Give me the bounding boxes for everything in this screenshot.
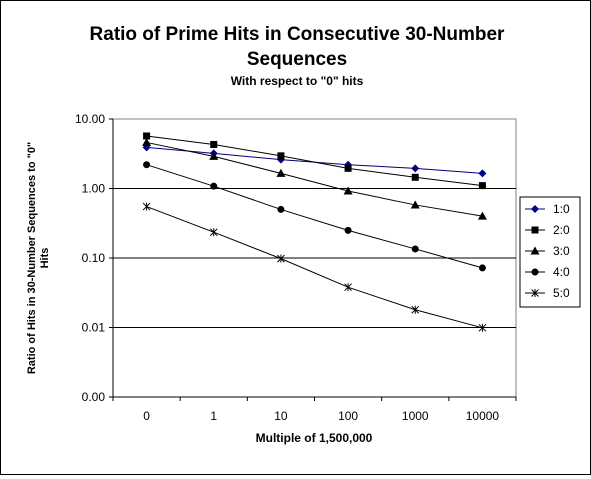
data-point-marker	[531, 226, 539, 234]
series-3-0	[142, 137, 487, 220]
chart-title-line-1: Ratio of Prime Hits in Consecutive 30-Nu…	[90, 24, 506, 45]
x-axis-ticks: 0 1 10 100 1000 10000	[112, 396, 517, 423]
legend-label: 2:0	[553, 223, 570, 237]
data-point-marker	[209, 228, 218, 237]
x-tick-label: 100	[338, 409, 358, 423]
chart-title-line-2: Sequences	[247, 49, 347, 70]
y-axis-ticks: 10.00 1.00 0.10 0.01 0.00	[75, 112, 114, 404]
data-point-marker	[530, 246, 540, 255]
data-point-marker	[209, 151, 219, 160]
x-tick-label: 10000	[466, 409, 500, 423]
x-tick-label: 1000	[402, 409, 429, 423]
data-point-marker	[477, 211, 487, 220]
data-point-marker	[344, 164, 352, 172]
y-tick-label: 0.10	[82, 251, 106, 265]
x-tick-label: 1	[210, 409, 217, 423]
data-point-marker	[531, 268, 539, 276]
data-point-marker	[344, 283, 352, 292]
y-tick-label: 0.00	[82, 390, 106, 404]
data-point-marker	[277, 152, 285, 160]
series-group	[142, 132, 487, 332]
data-point-marker	[143, 132, 151, 140]
legend-entry: 5:0	[525, 286, 570, 300]
data-point-marker	[277, 254, 285, 263]
y-tick-label: 10.00	[75, 112, 105, 126]
legend-box	[519, 196, 581, 308]
legend-label: 3:0	[553, 244, 570, 258]
x-tick-label: 10	[274, 409, 288, 423]
data-point-marker	[478, 169, 487, 178]
legend-entry: 4:0	[525, 265, 570, 279]
data-point-marker	[277, 205, 285, 213]
series-5-0	[142, 202, 487, 332]
data-point-marker	[478, 182, 486, 190]
data-point-marker	[411, 173, 419, 181]
y-tick-label: 0.01	[82, 321, 106, 335]
data-point-marker	[410, 200, 420, 209]
series-line	[146, 206, 483, 329]
legend-entry: 2:0	[525, 223, 570, 237]
series-4-0	[143, 161, 486, 272]
legend: 1:0 2:0 3:0 4:0 5:0	[525, 202, 570, 300]
y-tick-label: 1.00	[82, 182, 106, 196]
data-point-marker	[210, 182, 218, 190]
y-axis-label-line-1: Ratio of Hits in 30-Number Sequences to …	[26, 142, 38, 374]
series-2-0	[143, 132, 486, 190]
x-tick-label: 0	[143, 409, 150, 423]
series-line	[146, 141, 483, 217]
legend-entry: 1:0	[525, 202, 570, 216]
data-point-marker	[344, 226, 352, 234]
chart-subtitle: With respect to "0" hits	[231, 74, 364, 88]
data-point-marker	[478, 264, 486, 272]
legend-entry: 3:0	[525, 244, 570, 258]
legend-label: 5:0	[553, 286, 570, 300]
data-point-marker	[411, 245, 419, 253]
data-point-marker	[142, 202, 151, 211]
legend-label: 1:0	[553, 202, 570, 216]
series-line	[146, 135, 483, 187]
data-point-marker	[531, 205, 539, 213]
data-point-marker	[143, 161, 151, 169]
y-axis-label: Ratio of Hits in 30-Number Sequences to …	[26, 142, 51, 374]
series-line	[146, 164, 483, 269]
data-point-marker	[411, 164, 420, 173]
data-point-marker	[343, 186, 353, 195]
legend-label: 4:0	[553, 265, 570, 279]
data-point-marker	[142, 137, 152, 146]
data-point-marker	[411, 305, 420, 314]
data-point-marker	[276, 168, 286, 177]
data-point-marker	[210, 140, 218, 148]
data-point-marker	[478, 323, 487, 332]
x-axis-label: Multiple of 1,500,000	[256, 431, 373, 445]
y-axis-label-line-2: Hits	[39, 248, 51, 269]
data-point-marker	[531, 289, 539, 297]
